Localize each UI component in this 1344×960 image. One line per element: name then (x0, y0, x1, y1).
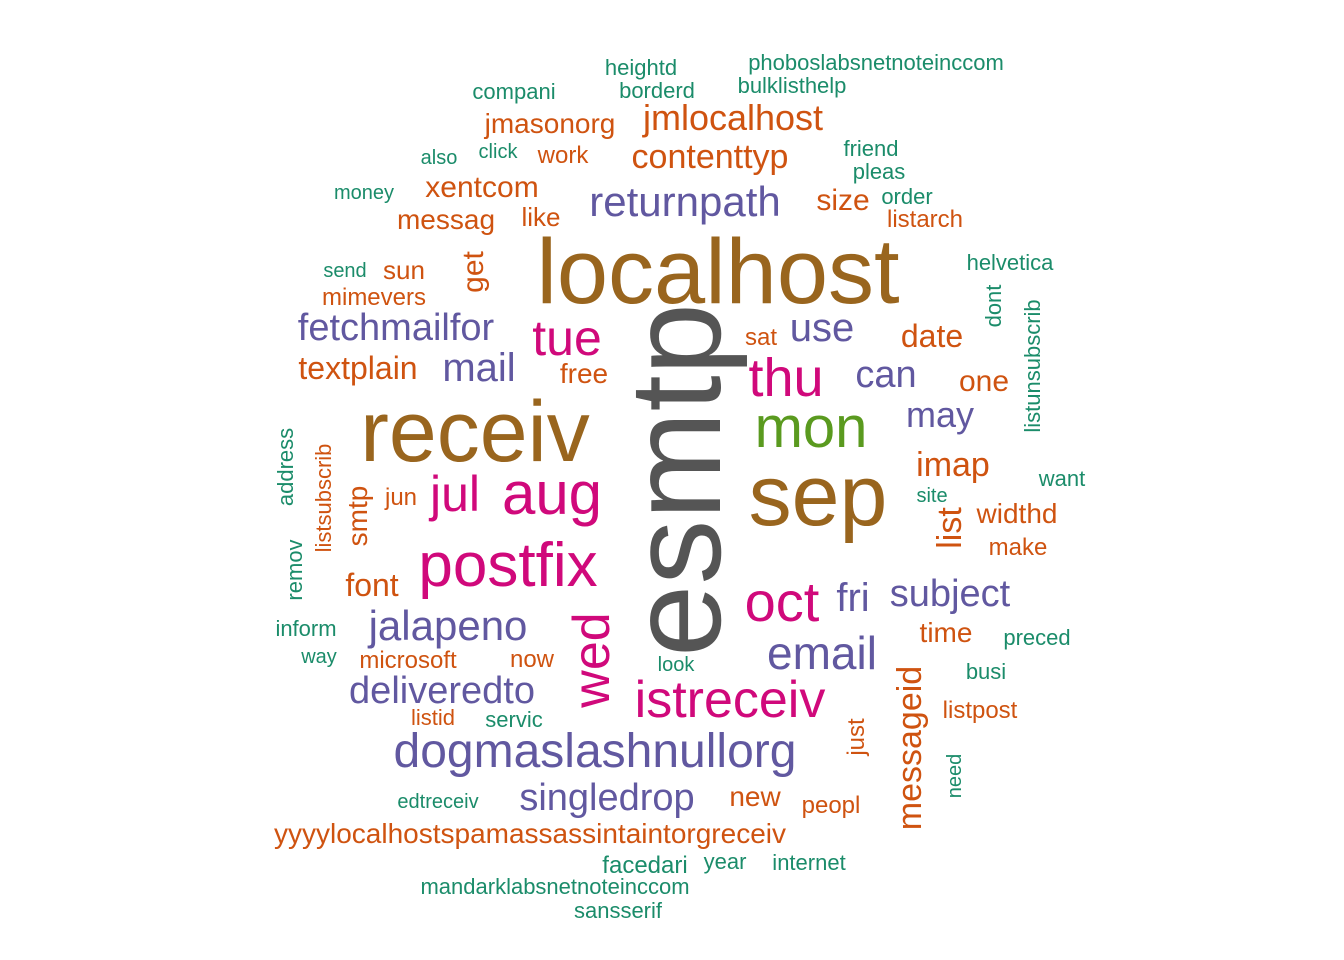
word-postfix: postfix (418, 531, 598, 600)
word-esmtp: esmtp (602, 302, 748, 658)
word-way: way (301, 646, 337, 668)
word-look: look (657, 654, 695, 676)
word-use: use (789, 306, 855, 350)
word-fetchmailfor: fetchmailfor (297, 307, 495, 349)
word-receiv: receiv (360, 384, 590, 480)
word-dont: dont (981, 284, 1006, 328)
word-facedari: facedari (602, 852, 688, 879)
word-now: now (509, 646, 555, 673)
word-helvetica: helvetica (966, 250, 1054, 275)
word-send: send (323, 260, 367, 282)
word-phoboslabsnetnoteinccom: phoboslabsnetnoteinccom (748, 50, 1004, 75)
word-friend: friend (843, 136, 899, 161)
word-compani: compani (472, 79, 556, 104)
word-mail: mail (442, 346, 516, 390)
word-site: site (916, 485, 948, 507)
word-make: make (988, 534, 1048, 561)
word-singledrop: singledrop (519, 777, 695, 819)
word-contenttyp: contenttyp (631, 138, 789, 176)
word-bulklisthelp: bulklisthelp (737, 73, 847, 98)
word-smtp: smtp (342, 485, 373, 547)
word-internet: internet (772, 850, 846, 875)
word-messag: messag (396, 204, 496, 235)
word-sat: sat (744, 324, 778, 351)
word-thu: thu (748, 348, 824, 408)
word-one: one (958, 365, 1010, 398)
word-heightd: heightd (604, 55, 678, 80)
word-returnpath: returnpath (589, 178, 781, 225)
word-time: time (919, 617, 973, 648)
word-microsoft: microsoft (359, 647, 457, 674)
word-borderd: borderd (619, 78, 695, 103)
word-istreceiv: istreceiv (634, 671, 826, 729)
word-tue: tue (532, 310, 602, 366)
word-also: also (420, 147, 458, 169)
word-sun: sun (383, 255, 425, 285)
word-aug: aug (501, 460, 603, 527)
word-get: get (457, 251, 490, 293)
word-servic: servic (485, 707, 543, 732)
word-mimevers: mimevers (321, 284, 427, 311)
word-localhost: localhost (536, 221, 900, 323)
word-jun: jun (384, 484, 418, 511)
word-jmlocalhost: jmlocalhost (642, 97, 824, 138)
word-may: may (905, 394, 975, 435)
word-need: need (944, 753, 966, 799)
word-inform: inform (275, 616, 337, 641)
word-subject: subject (889, 573, 1011, 615)
word-jmasonorg: jmasonorg (484, 108, 616, 139)
word-deliveredto: deliveredto (349, 670, 535, 712)
word-listarch: listarch (886, 206, 964, 233)
word-jul: jul (429, 466, 481, 522)
word-fri: fri (836, 576, 870, 620)
word-date: date (900, 318, 964, 354)
word-listunsubscrib: listunsubscrib (1020, 299, 1045, 433)
word-wed: wed (563, 612, 621, 708)
word-click: click (478, 141, 518, 163)
word-remov: remov (282, 539, 307, 601)
word-can: can (855, 354, 917, 396)
word-mandarklabsnetnoteinccom: mandarklabsnetnoteinccom (420, 874, 690, 899)
word-list: list (931, 507, 969, 549)
word-busi: busi (965, 659, 1007, 684)
word-email: email (767, 627, 877, 679)
word-free: free (559, 358, 609, 389)
word-preced: preced (1003, 625, 1071, 650)
word-size: size (816, 184, 870, 217)
word-peopl: peopl (801, 792, 861, 819)
word-pleas: pleas (852, 159, 906, 184)
word-like: like (521, 202, 561, 232)
word-oct: oct (744, 570, 820, 633)
word-address: address (273, 427, 298, 507)
word-edtreceiv: edtreceiv (397, 791, 479, 813)
word-work: work (537, 142, 589, 169)
word-mon: mon (754, 395, 868, 460)
word-listpost: listpost (942, 697, 1018, 724)
word-sansserif: sansserif (573, 898, 663, 923)
word-year: year (703, 849, 747, 874)
word-money: money (333, 182, 395, 204)
word-want: want (1038, 466, 1086, 491)
word-xentcom: xentcom (425, 171, 539, 204)
word-messageid: messageid (891, 665, 929, 831)
word-font: font (345, 567, 399, 603)
word-just: just (843, 718, 870, 756)
word-listid: listid (410, 705, 456, 730)
word-dogmaslashnullorg: dogmaslashnullorg (393, 725, 797, 778)
word-sep: sep (748, 448, 888, 544)
word-jalapeno: jalapeno (368, 602, 528, 649)
word-yyyylocalhostspamassassintaintorgreceiv: yyyylocalhostspamassassintaintorgreceiv (274, 818, 786, 849)
word-textplain: textplain (298, 350, 418, 386)
word-widthd: widthd (976, 498, 1058, 529)
word-order: order (881, 184, 933, 209)
word-imap: imap (916, 446, 990, 484)
word-new: new (729, 781, 781, 812)
word-listsubscrib: listsubscrib (311, 443, 336, 553)
